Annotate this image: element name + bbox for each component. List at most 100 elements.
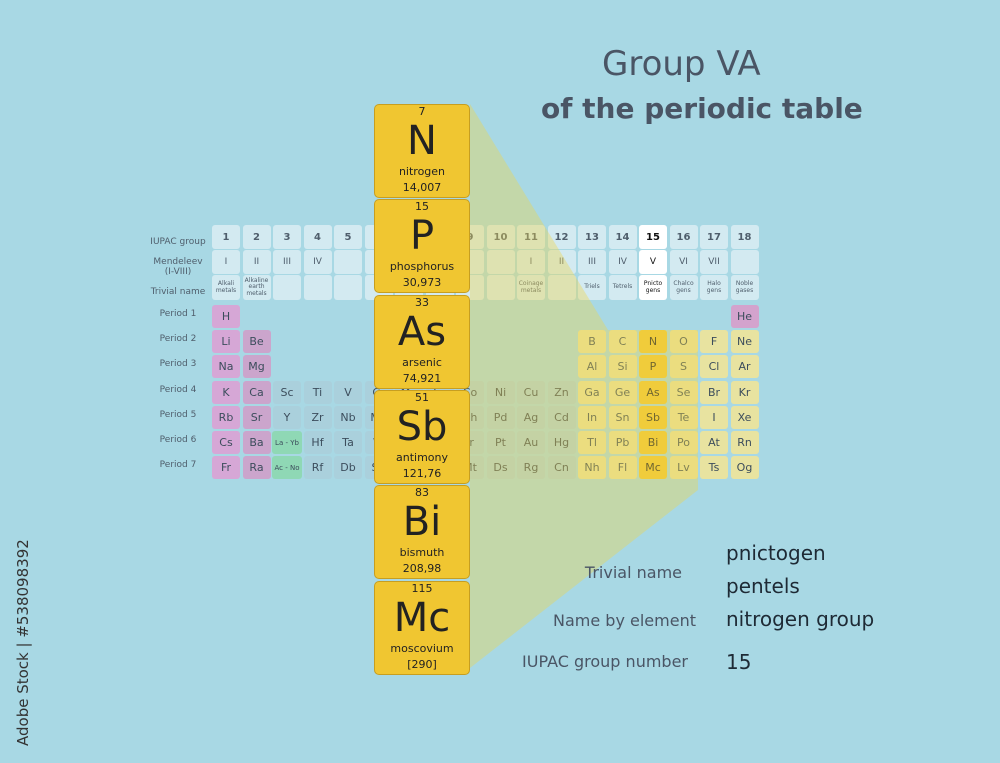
zoom-wedge — [470, 104, 698, 668]
element-cell-Sb: Sb — [639, 405, 667, 429]
info-byelement-label: Name by element — [553, 611, 696, 630]
element-cell-Ge: Ge — [608, 380, 637, 404]
trivial-name-17: Halo gens — [700, 275, 728, 300]
element-num: 83 — [415, 486, 429, 500]
trivial-name-12 — [547, 275, 576, 300]
iupac-group-16: 16 — [669, 225, 698, 249]
element-sym: P — [409, 213, 435, 260]
element-num: 115 — [411, 581, 433, 595]
element-name: phosphorus — [389, 260, 455, 274]
mendeleev-group-14: IV — [608, 250, 637, 274]
info-iupac-label: IUPAC group number — [522, 652, 688, 671]
element-name: arsenic — [402, 355, 442, 369]
element-name: nitrogen — [398, 165, 446, 178]
element-cell-As: As — [639, 380, 667, 404]
trivial-name-2: Alkaline earth metals — [242, 275, 271, 300]
element-cell-Fl: Fl — [608, 456, 637, 480]
element-cell-Pb: Pb — [608, 431, 637, 454]
element-cell-I: I — [700, 405, 728, 429]
element-mass: 74,921 — [402, 371, 442, 385]
iupac-group-5: 5 — [334, 225, 362, 249]
element-cell-V: V — [334, 380, 362, 404]
mendeleev-group-10 — [486, 250, 515, 274]
mendeleev-group-5 — [334, 250, 362, 274]
element-cell-Al: Al — [578, 355, 606, 379]
trivial-name-13: Triels — [578, 275, 606, 300]
info-iupac-value: 15 — [726, 650, 752, 674]
iupac-group-13: 13 — [578, 225, 606, 249]
element-cell-Cd: Cd — [547, 405, 576, 429]
element-num: 7 — [418, 105, 426, 118]
element-cell-Og: Og — [730, 456, 759, 480]
element-num: 33 — [415, 295, 429, 309]
element-cell-Mc: Mc — [639, 456, 667, 480]
title-line2: of the periodic table — [541, 92, 863, 125]
element-cell-O: O — [669, 330, 698, 354]
iupac-group-4: 4 — [303, 225, 332, 249]
element-cell-S: S — [669, 355, 698, 379]
info-trivial-value-1: pnictogen — [726, 541, 826, 565]
element-sym: N — [407, 118, 437, 164]
f-block-actinides: Ac - No — [272, 456, 302, 480]
mendeleev-group-18 — [730, 250, 759, 274]
element-name: bismuth — [399, 546, 445, 560]
element-cell-Br: Br — [700, 380, 728, 404]
period-label-5: Period 5 — [159, 409, 197, 420]
element-cell-Si: Si — [608, 355, 637, 379]
element-sym: Mc — [393, 594, 451, 641]
element-cell-Po: Po — [669, 431, 698, 454]
mendeleev-group-11: I — [517, 250, 545, 274]
iupac-group-12: 12 — [547, 225, 576, 249]
element-num: 51 — [415, 390, 429, 404]
element-cell-Db: Db — [334, 456, 362, 480]
element-cell-Cn: Cn — [547, 456, 576, 480]
element-mass: 14,007 — [402, 181, 442, 194]
iupac-group-10: 10 — [486, 225, 515, 249]
trivial-name-10 — [486, 275, 515, 300]
f-block-lanthanides: La - Yb — [272, 431, 302, 454]
mendeleev-group-1: I — [212, 250, 240, 274]
element-cell-Te: Te — [669, 405, 698, 429]
element-sym: Bi — [402, 499, 442, 546]
element-cell-Hg: Hg — [547, 431, 576, 454]
element-cell-Fr: Fr — [212, 456, 240, 480]
row-label-iupac: IUPAC group — [150, 237, 206, 248]
element-cell-Hf: Hf — [303, 431, 332, 454]
element-cell-Nb: Nb — [334, 405, 362, 429]
element-cell-C: C — [608, 330, 637, 354]
element-card-Sb: 51 Sb antimony 121,76 — [374, 389, 470, 484]
element-cell-Cs: Cs — [212, 431, 240, 454]
element-cell-Li: Li — [212, 330, 240, 354]
element-sym: As — [397, 308, 447, 355]
element-cell-At: At — [700, 431, 728, 454]
element-cell-Rg: Rg — [517, 456, 545, 480]
element-cell-Se: Se — [669, 380, 698, 404]
iupac-group-1: 1 — [212, 225, 240, 249]
element-cell-N: N — [639, 330, 667, 354]
element-cell-Ar: Ar — [730, 355, 759, 379]
iupac-group-14: 14 — [608, 225, 637, 249]
element-cell-Au: Au — [517, 431, 545, 454]
element-cell-Bi: Bi — [639, 431, 667, 454]
element-cell-Ni: Ni — [486, 380, 515, 404]
element-mass: 208,98 — [402, 562, 442, 576]
trivial-name-14: Tetrels — [608, 275, 637, 300]
iupac-group-3: 3 — [273, 225, 301, 249]
element-card-Mc: 115 Mc moscovium [290] — [374, 580, 470, 675]
period-label-6: Period 6 — [159, 435, 197, 445]
element-cell-Ti: Ti — [303, 380, 332, 404]
element-cell-In: In — [578, 405, 606, 429]
element-card-Bi: 83 Bi bismuth 208,98 — [374, 485, 470, 580]
element-cell-Cl: Cl — [700, 355, 728, 379]
element-cell-Sr: Sr — [242, 405, 271, 429]
element-cell-Ba: Ba — [242, 431, 271, 454]
title-line1: Group VA — [602, 44, 761, 84]
element-cell-Ne: Ne — [730, 330, 759, 354]
element-card-As: 33 As arsenic 74,921 — [374, 294, 470, 389]
iupac-group-11: 11 — [517, 225, 545, 249]
element-num: 15 — [415, 200, 429, 214]
mendeleev-group-2: II — [242, 250, 271, 274]
element-cell-K: K — [212, 380, 240, 404]
